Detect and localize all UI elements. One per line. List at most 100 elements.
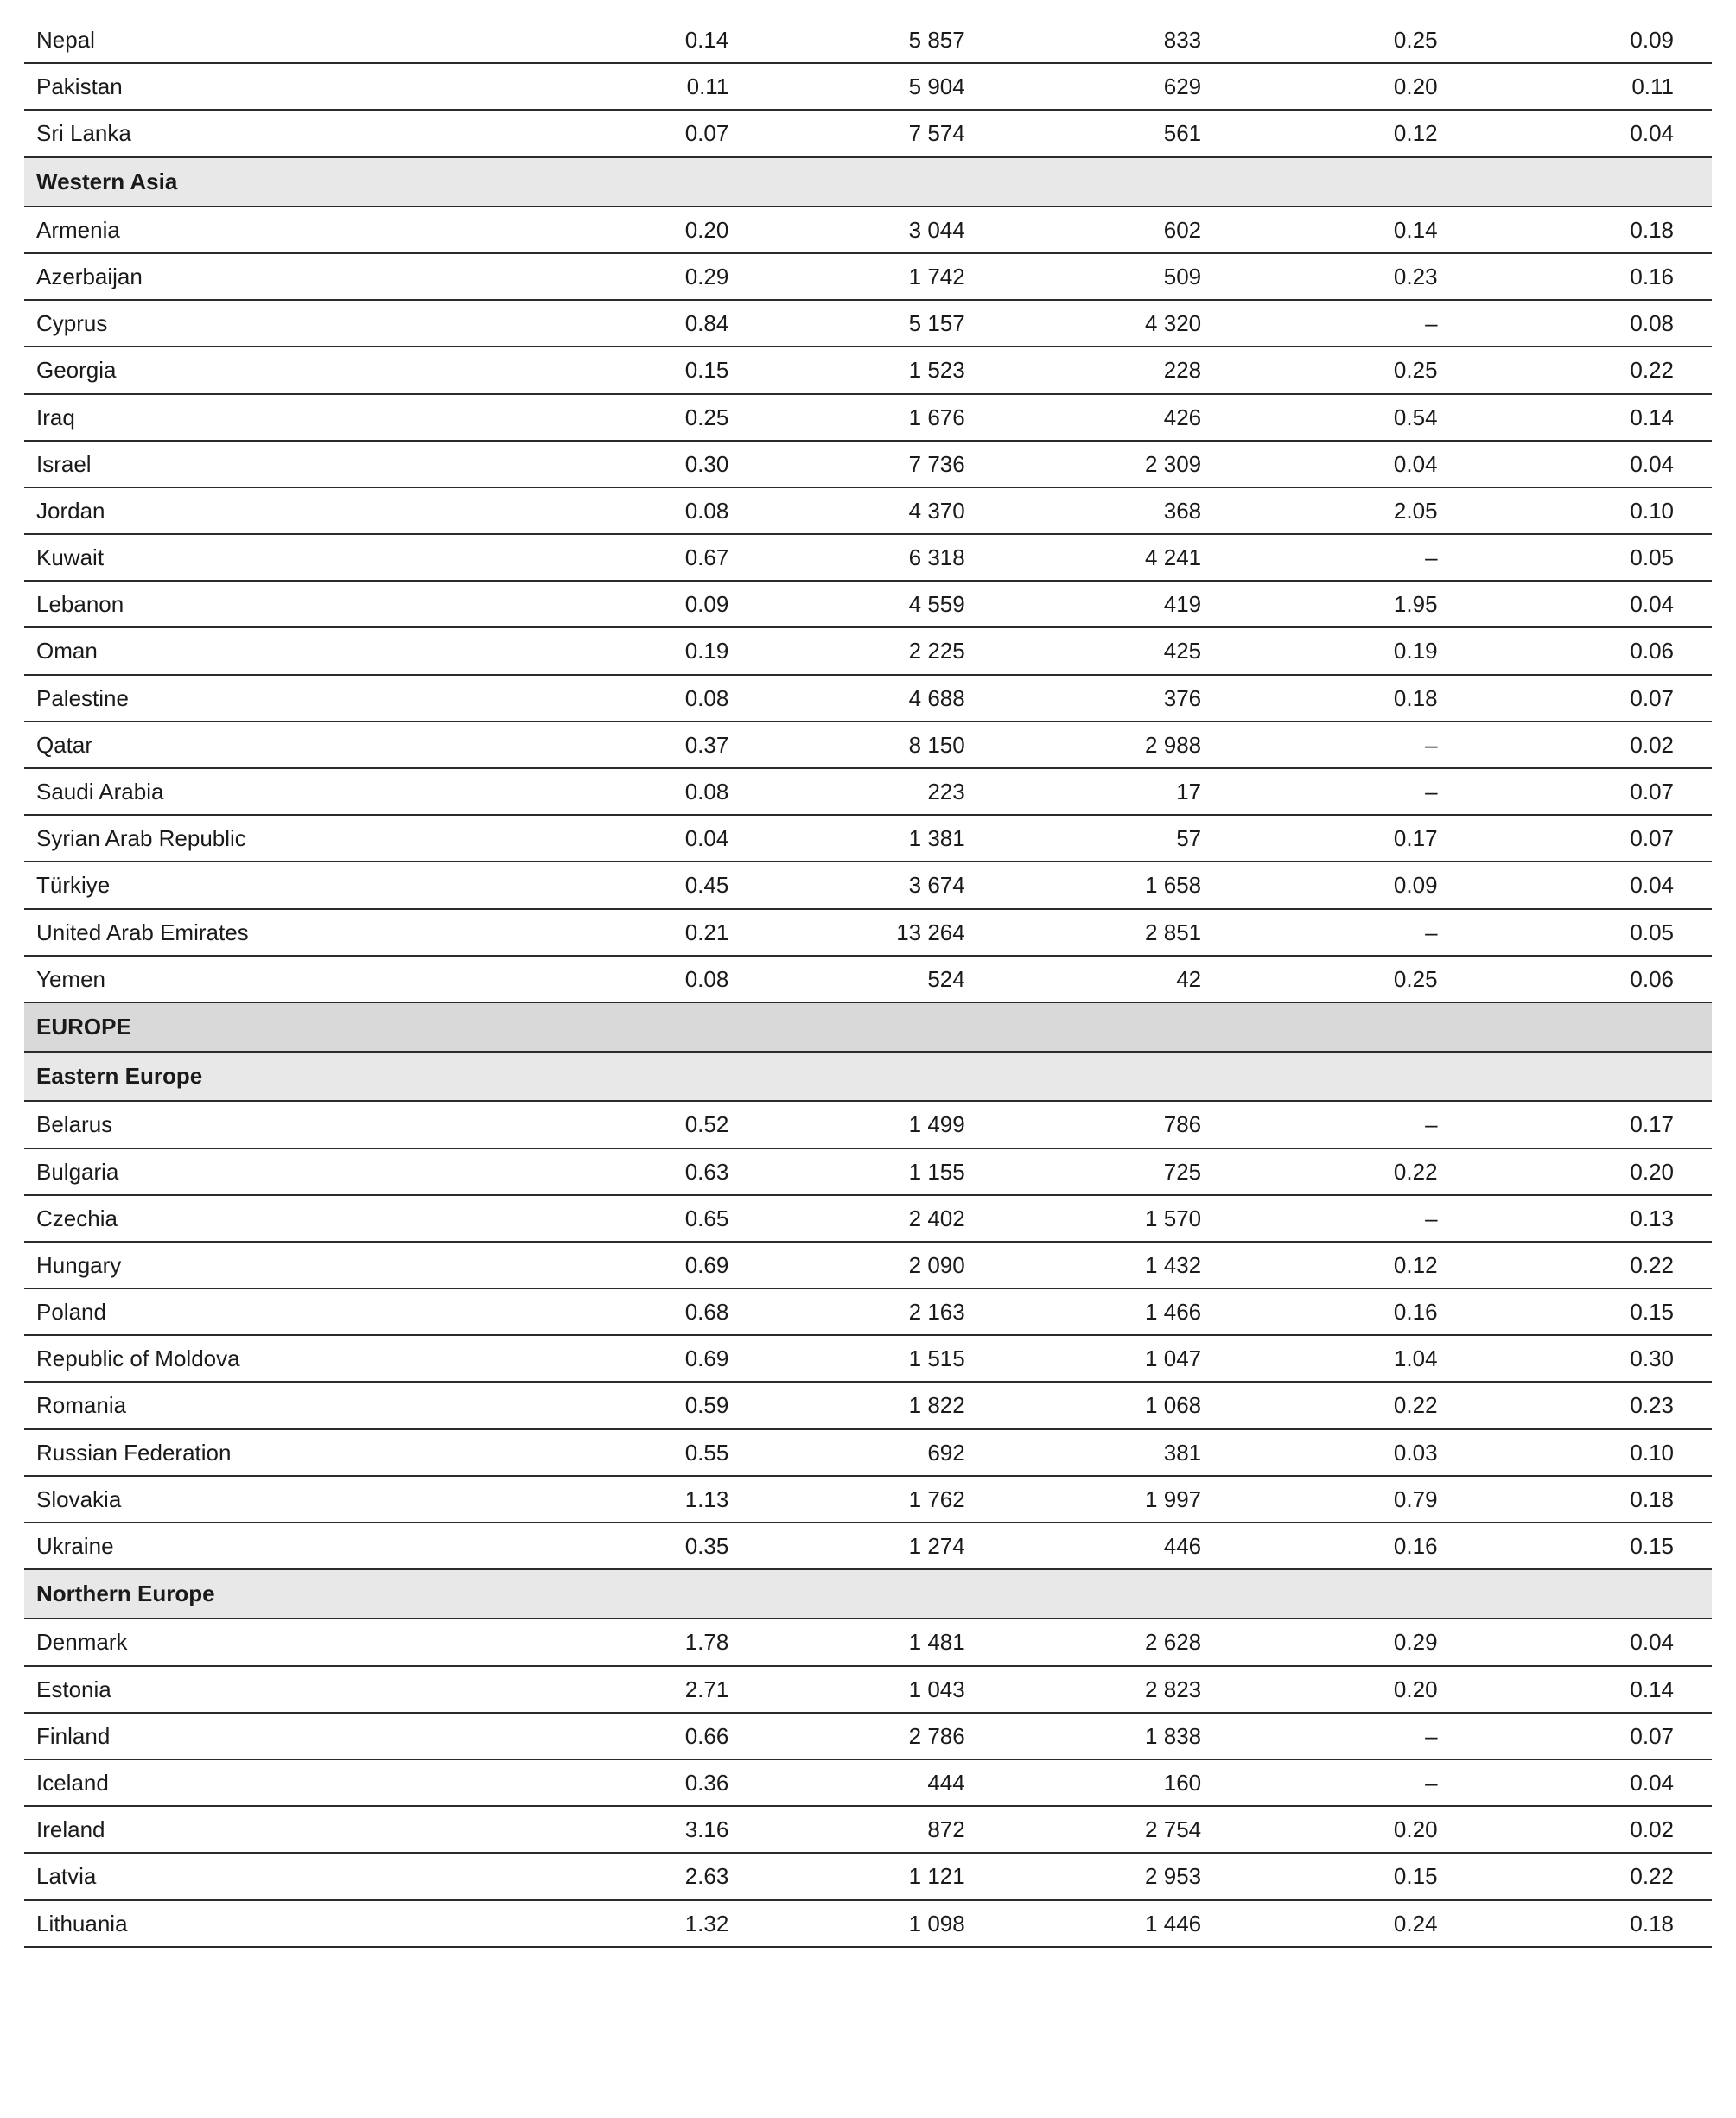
- table-row: Pakistan0.115 9046290.200.11: [24, 63, 1712, 110]
- country-name-cell: Belarus: [24, 1101, 531, 1148]
- section-header-minor: Northern Europe: [24, 1569, 1712, 1619]
- table-row: Slovakia1.131 7621 9970.790.18: [24, 1476, 1712, 1523]
- table-row: Finland0.662 7861 838–0.07: [24, 1713, 1712, 1759]
- table-row: Palestine0.084 6883760.180.07: [24, 675, 1712, 722]
- country-name-cell: Ireland: [24, 1806, 531, 1853]
- country-name-cell: Bulgaria: [24, 1148, 531, 1195]
- value-cell-c1: 0.08: [531, 487, 766, 534]
- value-cell-c4: 0.04: [1239, 441, 1475, 487]
- table-row: Bulgaria0.631 1557250.220.20: [24, 1148, 1712, 1195]
- value-cell-c5: 0.09: [1476, 17, 1712, 63]
- value-cell-c5: 0.04: [1476, 862, 1712, 908]
- table-row: Belarus0.521 499786–0.17: [24, 1101, 1712, 1148]
- table-row: Lithuania1.321 0981 4460.240.18: [24, 1900, 1712, 1947]
- value-cell-c1: 0.66: [531, 1713, 766, 1759]
- value-cell-c1: 0.21: [531, 909, 766, 956]
- value-cell-c1: 0.35: [531, 1523, 766, 1569]
- country-name-cell: Armenia: [24, 207, 531, 253]
- value-cell-c4: 0.03: [1239, 1429, 1475, 1476]
- value-cell-c2: 5 857: [766, 17, 1002, 63]
- section-title: Northern Europe: [24, 1569, 1712, 1619]
- value-cell-c3: 376: [1003, 675, 1239, 722]
- value-cell-c2: 1 098: [766, 1900, 1002, 1947]
- value-cell-c1: 0.19: [531, 627, 766, 674]
- value-cell-c4: 2.05: [1239, 487, 1475, 534]
- value-cell-c5: 0.10: [1476, 487, 1712, 534]
- value-cell-c5: 0.18: [1476, 1900, 1712, 1947]
- value-cell-c5: 0.07: [1476, 815, 1712, 862]
- value-cell-c3: 725: [1003, 1148, 1239, 1195]
- value-cell-c2: 4 688: [766, 675, 1002, 722]
- value-cell-c4: –: [1239, 300, 1475, 347]
- value-cell-c3: 2 988: [1003, 722, 1239, 768]
- country-name-cell: Romania: [24, 1382, 531, 1428]
- country-name-cell: Kuwait: [24, 534, 531, 581]
- value-cell-c4: 0.14: [1239, 207, 1475, 253]
- value-cell-c5: 0.15: [1476, 1523, 1712, 1569]
- value-cell-c5: 0.04: [1476, 581, 1712, 627]
- value-cell-c3: 42: [1003, 956, 1239, 1002]
- value-cell-c1: 0.67: [531, 534, 766, 581]
- value-cell-c1: 0.63: [531, 1148, 766, 1195]
- country-name-cell: Georgia: [24, 347, 531, 393]
- value-cell-c3: 786: [1003, 1101, 1239, 1148]
- value-cell-c1: 0.84: [531, 300, 766, 347]
- value-cell-c4: 0.22: [1239, 1382, 1475, 1428]
- value-cell-c1: 0.65: [531, 1195, 766, 1242]
- value-cell-c5: 0.06: [1476, 627, 1712, 674]
- value-cell-c2: 2 225: [766, 627, 1002, 674]
- value-cell-c3: 2 953: [1003, 1853, 1239, 1899]
- country-name-cell: Qatar: [24, 722, 531, 768]
- value-cell-c2: 1 762: [766, 1476, 1002, 1523]
- value-cell-c2: 7 736: [766, 441, 1002, 487]
- value-cell-c4: 0.25: [1239, 17, 1475, 63]
- value-cell-c3: 1 068: [1003, 1382, 1239, 1428]
- value-cell-c4: 0.17: [1239, 815, 1475, 862]
- value-cell-c5: 0.02: [1476, 1806, 1712, 1853]
- value-cell-c5: 0.05: [1476, 909, 1712, 956]
- value-cell-c2: 8 150: [766, 722, 1002, 768]
- value-cell-c2: 223: [766, 768, 1002, 815]
- country-name-cell: Palestine: [24, 675, 531, 722]
- table-row: Latvia2.631 1212 9530.150.22: [24, 1853, 1712, 1899]
- value-cell-c1: 0.59: [531, 1382, 766, 1428]
- value-cell-c2: 7 574: [766, 110, 1002, 156]
- value-cell-c2: 524: [766, 956, 1002, 1002]
- country-name-cell: Pakistan: [24, 63, 531, 110]
- country-name-cell: Ukraine: [24, 1523, 531, 1569]
- value-cell-c1: 0.20: [531, 207, 766, 253]
- value-cell-c3: 2 754: [1003, 1806, 1239, 1853]
- country-name-cell: Iraq: [24, 394, 531, 441]
- country-name-cell: United Arab Emirates: [24, 909, 531, 956]
- value-cell-c4: –: [1239, 534, 1475, 581]
- value-cell-c3: 1 432: [1003, 1242, 1239, 1288]
- value-cell-c4: 0.20: [1239, 1806, 1475, 1853]
- country-name-cell: Azerbaijan: [24, 253, 531, 300]
- value-cell-c3: 1 997: [1003, 1476, 1239, 1523]
- table-row: Lebanon0.094 5594191.950.04: [24, 581, 1712, 627]
- value-cell-c4: 0.12: [1239, 110, 1475, 156]
- table-row: Saudi Arabia0.0822317–0.07: [24, 768, 1712, 815]
- value-cell-c4: 1.04: [1239, 1335, 1475, 1382]
- value-cell-c3: 602: [1003, 207, 1239, 253]
- value-cell-c2: 5 157: [766, 300, 1002, 347]
- value-cell-c2: 872: [766, 1806, 1002, 1853]
- country-name-cell: Israel: [24, 441, 531, 487]
- country-name-cell: Lithuania: [24, 1900, 531, 1947]
- value-cell-c1: 0.69: [531, 1242, 766, 1288]
- value-cell-c2: 1 742: [766, 253, 1002, 300]
- value-cell-c4: 0.12: [1239, 1242, 1475, 1288]
- value-cell-c3: 1 047: [1003, 1335, 1239, 1382]
- value-cell-c5: 0.08: [1476, 300, 1712, 347]
- value-cell-c4: 1.95: [1239, 581, 1475, 627]
- value-cell-c3: 1 658: [1003, 862, 1239, 908]
- value-cell-c3: 1 838: [1003, 1713, 1239, 1759]
- value-cell-c1: 0.09: [531, 581, 766, 627]
- value-cell-c3: 425: [1003, 627, 1239, 674]
- value-cell-c1: 0.07: [531, 110, 766, 156]
- value-cell-c4: 0.54: [1239, 394, 1475, 441]
- value-cell-c5: 0.22: [1476, 1242, 1712, 1288]
- table-row: United Arab Emirates0.2113 2642 851–0.05: [24, 909, 1712, 956]
- value-cell-c2: 3 674: [766, 862, 1002, 908]
- value-cell-c4: 0.16: [1239, 1523, 1475, 1569]
